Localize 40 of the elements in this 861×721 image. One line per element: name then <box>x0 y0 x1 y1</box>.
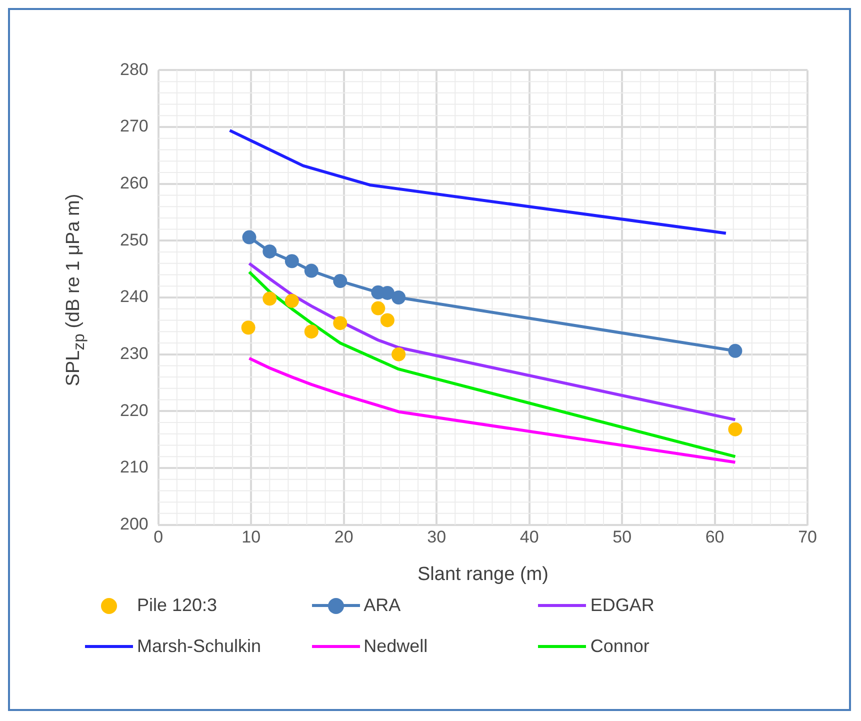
y-tick-label: 220 <box>120 400 148 420</box>
y-tick-label: 250 <box>120 230 148 250</box>
x-tick-label: 10 <box>242 528 261 547</box>
y-tick-label: 260 <box>120 174 148 193</box>
point <box>333 274 348 288</box>
x-tick-label: 20 <box>334 528 354 547</box>
legend-label: Marsh-Schulkin <box>137 636 262 657</box>
x-tick-label: 30 <box>427 528 446 547</box>
x-tick-label: 40 <box>520 528 539 547</box>
legend-label: EDGAR <box>590 595 654 616</box>
legend-label: Connor <box>590 636 650 657</box>
point <box>304 264 318 278</box>
point <box>728 344 742 358</box>
point <box>304 324 318 339</box>
y-tick-label: 280 <box>120 60 148 79</box>
point <box>262 292 277 306</box>
y-tick-label: 200 <box>120 514 148 534</box>
legend-label: Nedwell <box>364 636 428 657</box>
point <box>242 230 256 244</box>
point <box>728 422 742 436</box>
y-tick-label: 270 <box>120 116 148 136</box>
point <box>380 313 394 328</box>
x-tick-label: 0 <box>154 528 164 547</box>
legend-label: ARA <box>364 595 401 616</box>
point <box>284 254 299 268</box>
x-axis-title: Slant range (m) <box>417 564 548 585</box>
y-tick-label: 230 <box>120 344 148 364</box>
y-tick-label: 240 <box>120 287 148 306</box>
x-tick-label: 60 <box>705 528 724 547</box>
point <box>284 294 299 308</box>
legend-label: Pile 120:3 <box>137 595 218 616</box>
x-tick-label: 70 <box>798 528 818 547</box>
point <box>392 347 406 362</box>
point <box>333 316 348 330</box>
x-tick-label: 50 <box>612 528 632 547</box>
point <box>392 290 406 304</box>
y-tick-label: 210 <box>120 458 148 477</box>
point <box>371 301 386 316</box>
point <box>262 244 277 258</box>
point <box>241 320 256 335</box>
